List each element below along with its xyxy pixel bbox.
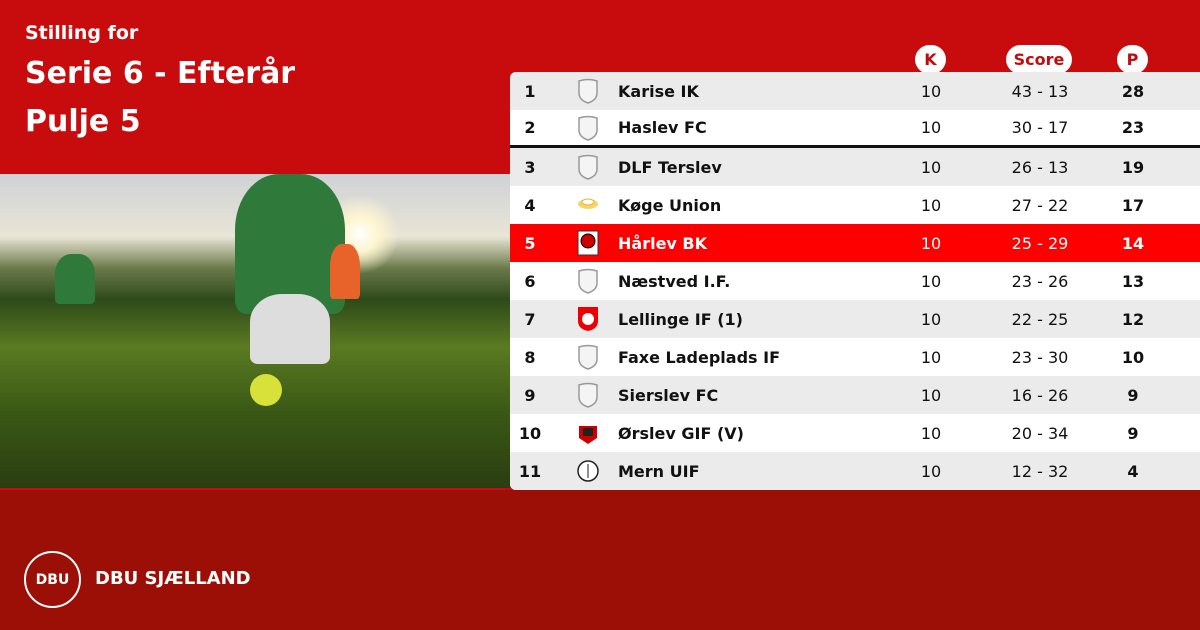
- column-header-p: P: [1117, 45, 1148, 74]
- goal-score: 26 - 13: [1011, 157, 1069, 177]
- table-row[interactable]: 4 Køge Union 10 27 - 22 17: [510, 186, 1200, 224]
- matches-played: 10: [920, 423, 942, 443]
- position: 4: [524, 195, 536, 215]
- matches-played: 10: [920, 233, 942, 253]
- position: 8: [524, 347, 536, 367]
- table-row[interactable]: 2 Haslev FC 10 30 - 17 23: [510, 110, 1200, 148]
- goal-score: 23 - 30: [1011, 347, 1069, 367]
- table-row[interactable]: 8 Faxe Ladeplads IF 10 23 - 30 10: [510, 338, 1200, 376]
- lellinge-crest-icon: [558, 306, 618, 332]
- table-row[interactable]: 5 Hårlev BK 10 25 - 29 14: [510, 224, 1200, 262]
- pool-title: Pulje 5: [25, 104, 141, 139]
- player-figure: [235, 174, 345, 314]
- default-shield-icon: [558, 268, 618, 294]
- orslev-crest-icon: [558, 420, 618, 446]
- points: 14: [1121, 233, 1145, 253]
- column-header-score: Score: [1006, 45, 1072, 74]
- position: 5: [524, 233, 536, 253]
- points: 28: [1121, 81, 1145, 101]
- goal-score: 30 - 17: [1011, 118, 1069, 137]
- team-name: DLF Terslev: [618, 157, 722, 177]
- goal-score: 12 - 32: [1011, 461, 1069, 481]
- player-shorts: [250, 294, 330, 364]
- team-name: Faxe Ladeplads IF: [618, 347, 780, 367]
- team-name: Haslev FC: [618, 118, 707, 137]
- matches-played: 10: [920, 461, 942, 481]
- points: 17: [1121, 195, 1145, 215]
- points: 9: [1127, 385, 1139, 405]
- points: 23: [1121, 118, 1145, 137]
- goal-score: 22 - 25: [1011, 309, 1069, 329]
- position: 6: [524, 271, 536, 291]
- points: 4: [1127, 461, 1139, 481]
- matches-played: 10: [920, 347, 942, 367]
- subtitle: Stilling for: [25, 22, 139, 44]
- koge-union-crest-icon: [558, 192, 618, 218]
- position: 7: [524, 309, 536, 329]
- org-name: DBU SJÆLLAND: [95, 568, 251, 589]
- ball: [250, 374, 282, 406]
- table-row[interactable]: 9 Sierslev FC 10 16 - 26 9: [510, 376, 1200, 414]
- player-figure: [55, 254, 95, 304]
- harlev-bk-crest-icon: [558, 230, 618, 256]
- table-row[interactable]: 1 Karise IK 10 43 - 13 28: [510, 72, 1200, 110]
- team-name: Sierslev FC: [618, 385, 719, 405]
- goal-score: 43 - 13: [1011, 81, 1069, 101]
- matches-played: 10: [920, 271, 942, 291]
- footer-band: [0, 490, 1200, 630]
- position: 2: [524, 118, 536, 137]
- goal-score: 25 - 29: [1011, 233, 1069, 253]
- points: 10: [1121, 347, 1145, 367]
- team-name: Karise IK: [618, 81, 699, 101]
- dbu-logo-text: DBU: [35, 571, 70, 588]
- table-row[interactable]: 10 Ørslev GIF (V) 10 20 - 34 9: [510, 414, 1200, 452]
- team-name: Lellinge IF (1): [618, 309, 743, 329]
- mern-crest-icon: [558, 458, 618, 484]
- team-name: Mern UIF: [618, 461, 700, 481]
- position: 11: [518, 461, 542, 481]
- default-shield-icon: [558, 115, 618, 141]
- matches-played: 10: [920, 157, 942, 177]
- dbu-logo: DBU: [24, 551, 81, 608]
- goal-score: 16 - 26: [1011, 385, 1069, 405]
- team-name: Hårlev BK: [618, 233, 708, 253]
- goal-score: 27 - 22: [1011, 195, 1069, 215]
- table-row[interactable]: 11 Mern UIF 10 12 - 32 4: [510, 452, 1200, 490]
- points: 12: [1121, 309, 1145, 329]
- matches-played: 10: [920, 309, 942, 329]
- team-name: Næstved I.F.: [618, 271, 731, 291]
- page-title: Serie 6 - Efterår: [25, 56, 296, 91]
- table-row[interactable]: 3 DLF Terslev 10 26 - 13 19: [510, 148, 1200, 186]
- position: 10: [518, 423, 542, 443]
- player-figure: [330, 244, 360, 299]
- matches-played: 10: [920, 118, 942, 137]
- matches-played: 10: [920, 385, 942, 405]
- points: 19: [1121, 157, 1145, 177]
- matches-played: 10: [920, 81, 942, 101]
- football-photo: [0, 174, 510, 488]
- position: 9: [524, 385, 536, 405]
- team-name: Ørslev GIF (V): [618, 423, 744, 443]
- default-shield-icon: [558, 344, 618, 370]
- matches-played: 10: [920, 195, 942, 215]
- goal-score: 20 - 34: [1011, 423, 1069, 443]
- position: 1: [524, 81, 536, 101]
- default-shield-icon: [558, 154, 618, 180]
- default-shield-icon: [558, 78, 618, 104]
- standings-table: 1 Karise IK 10 43 - 13 28 2 Haslev FC 10 …: [510, 72, 1200, 490]
- points: 13: [1121, 271, 1145, 291]
- default-shield-icon: [558, 382, 618, 408]
- goal-score: 23 - 26: [1011, 271, 1069, 291]
- table-row[interactable]: 7 Lellinge IF (1) 10 22 - 25 12: [510, 300, 1200, 338]
- column-header-k: K: [915, 45, 946, 74]
- points: 9: [1127, 423, 1139, 443]
- position: 3: [524, 157, 536, 177]
- team-name: Køge Union: [618, 195, 722, 215]
- table-row[interactable]: 6 Næstved I.F. 10 23 - 26 13: [510, 262, 1200, 300]
